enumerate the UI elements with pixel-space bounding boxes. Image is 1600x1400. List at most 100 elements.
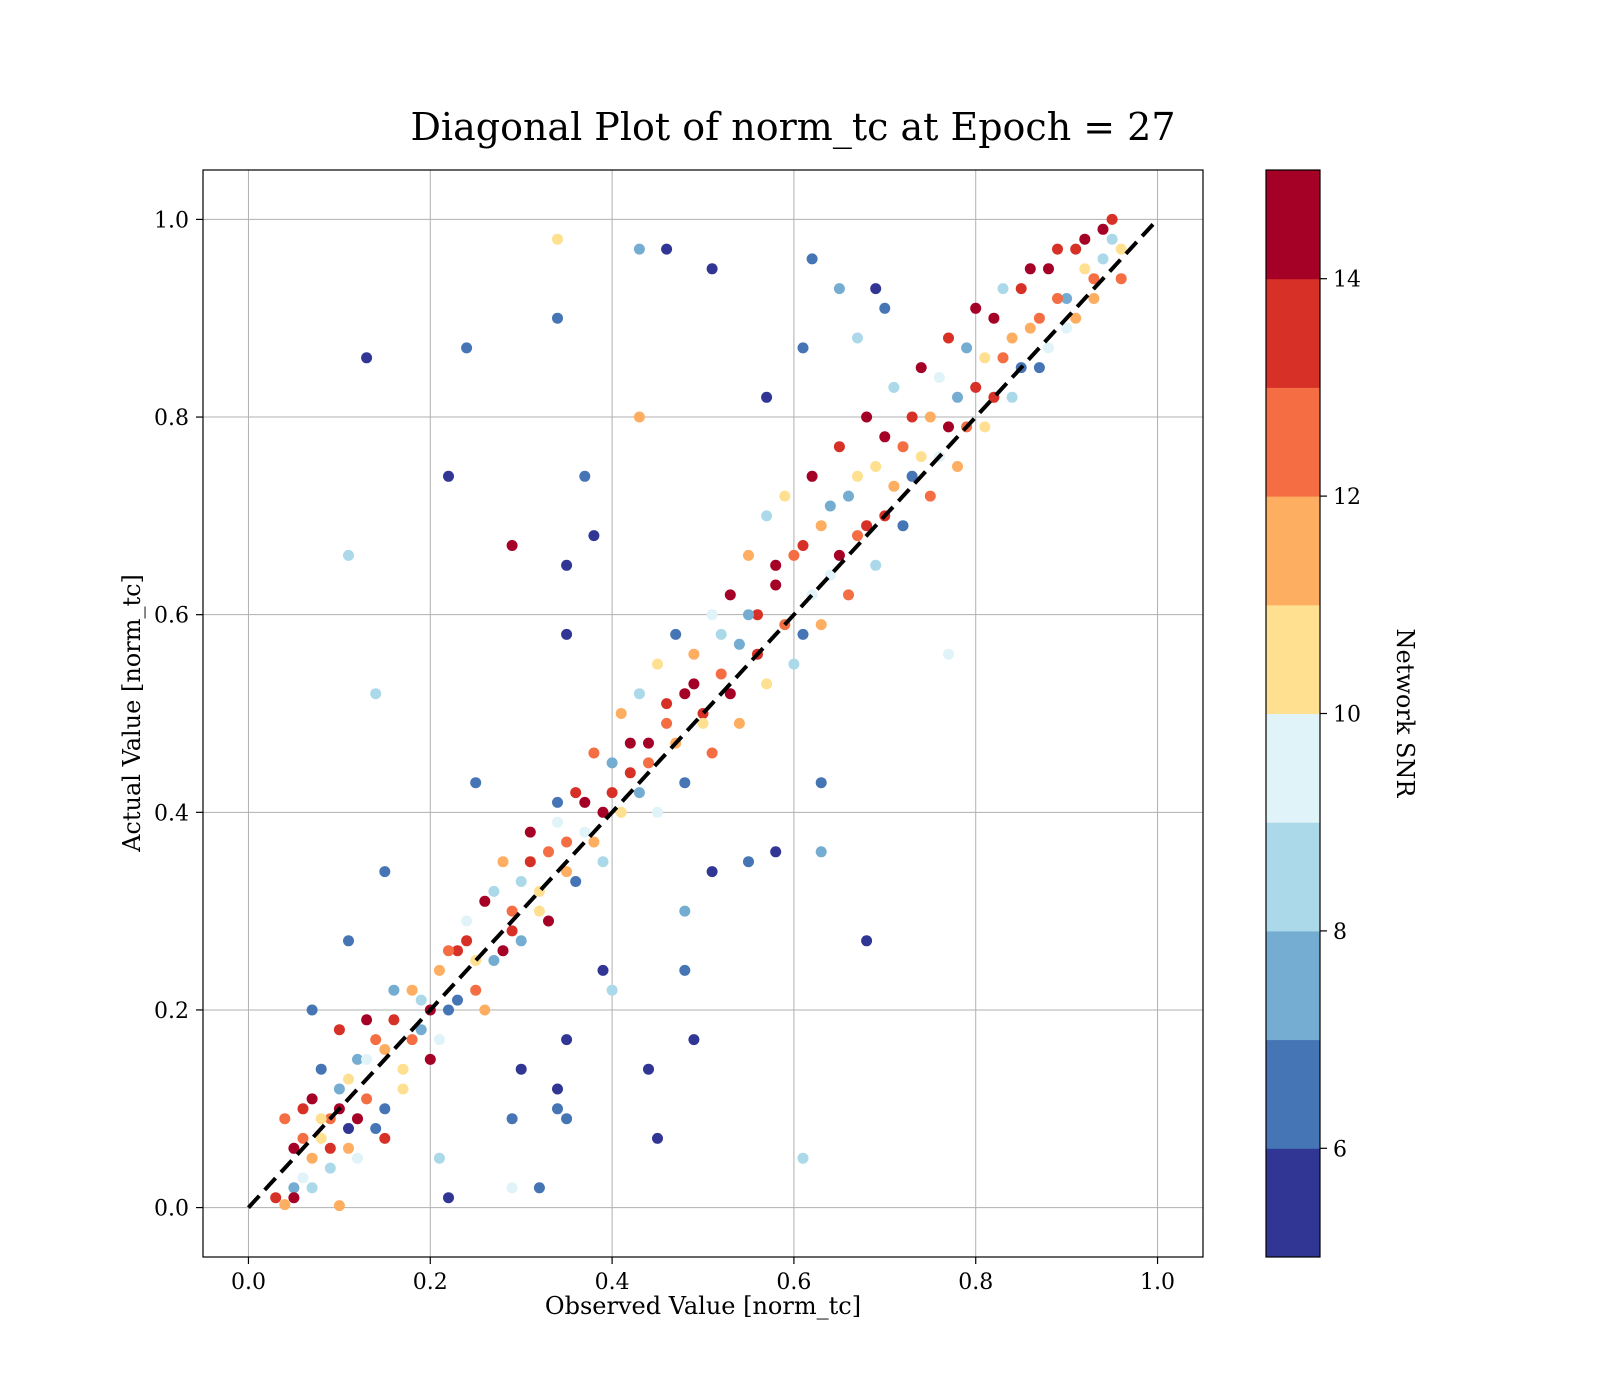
data-point — [379, 1044, 391, 1055]
colorbar-label: Network SNR — [1391, 629, 1419, 799]
colorbar-bin — [1266, 387, 1320, 497]
data-point — [679, 905, 691, 917]
data-point — [879, 431, 891, 443]
data-point — [488, 955, 500, 966]
data-point — [733, 717, 745, 729]
data-point — [1097, 253, 1109, 265]
data-point — [470, 984, 482, 996]
data-point — [906, 411, 918, 423]
data-point — [406, 1034, 418, 1046]
data-point — [433, 1152, 445, 1164]
data-point — [788, 658, 800, 670]
data-point — [506, 1182, 518, 1194]
data-point — [633, 787, 645, 799]
data-point — [743, 856, 754, 868]
data-point — [606, 984, 618, 996]
data-point — [633, 243, 645, 255]
data-point — [906, 470, 918, 482]
data-point — [479, 895, 491, 907]
colorbar-bin — [1266, 713, 1320, 823]
data-point — [752, 609, 763, 621]
data-point — [1006, 332, 1018, 344]
data-point — [552, 312, 563, 324]
data-point — [679, 688, 691, 700]
data-point — [433, 1034, 445, 1046]
data-point — [688, 648, 700, 660]
y-tick-label: 0.6 — [154, 604, 189, 629]
data-point — [933, 372, 945, 383]
data-point — [297, 1132, 309, 1144]
data-point — [970, 381, 982, 393]
colorbar-bin — [1266, 822, 1320, 932]
data-point — [1061, 293, 1073, 304]
data-point — [543, 846, 554, 858]
colorbar-bins — [1266, 170, 1320, 1258]
data-point — [615, 806, 627, 818]
data-point — [1070, 312, 1082, 324]
data-point — [797, 540, 809, 551]
data-point — [870, 283, 882, 295]
data-point — [643, 1063, 654, 1075]
data-point — [561, 836, 573, 848]
data-point — [661, 698, 673, 710]
data-point — [1079, 263, 1091, 275]
data-point — [597, 964, 609, 976]
data-point — [915, 451, 927, 463]
data-point — [1106, 233, 1118, 245]
data-point — [688, 1034, 700, 1046]
data-point — [306, 1093, 318, 1105]
data-point — [306, 1152, 318, 1164]
data-point — [943, 421, 954, 433]
x-tick-label: 0.8 — [958, 1270, 993, 1295]
data-point — [588, 836, 600, 848]
data-point — [606, 757, 618, 769]
colorbar-ticks: 6 8 10 12 14 — [1320, 268, 1361, 1162]
data-point — [652, 1132, 663, 1144]
x-tick-label: 0.0 — [231, 1270, 266, 1295]
data-point — [661, 717, 673, 729]
data-point — [615, 708, 627, 719]
data-point — [461, 915, 473, 927]
data-point — [815, 619, 827, 631]
data-point — [1079, 233, 1091, 245]
plot-area: 0.0 0.2 0.4 0.6 0.8 1.0 0.0 0.2 0.4 0.6 0.8 1.0 — [154, 169, 1204, 1295]
data-point — [1088, 293, 1100, 304]
data-point — [443, 945, 454, 957]
data-point — [324, 1142, 336, 1154]
data-point — [706, 263, 718, 275]
data-point — [506, 925, 518, 937]
x-tick-label: 0.6 — [776, 1270, 811, 1295]
data-point — [633, 411, 645, 423]
data-point — [633, 688, 645, 700]
data-point — [461, 935, 473, 947]
data-point — [788, 549, 800, 561]
data-point — [1052, 293, 1063, 304]
data-point — [943, 332, 954, 344]
data-point — [361, 352, 373, 364]
data-point — [924, 490, 936, 502]
colorbar-bin — [1266, 278, 1320, 388]
data-point — [743, 549, 754, 561]
colorbar-bin — [1266, 604, 1320, 714]
data-point — [588, 747, 600, 759]
data-point — [315, 1113, 327, 1125]
data-point — [624, 737, 636, 749]
data-point — [370, 1123, 382, 1134]
data-point — [306, 1182, 318, 1194]
data-point — [706, 747, 718, 759]
data-point — [861, 520, 873, 532]
data-point — [806, 470, 818, 482]
data-point — [897, 520, 909, 532]
data-point — [533, 905, 545, 917]
data-point — [370, 1034, 382, 1046]
data-point — [1024, 322, 1036, 334]
data-point — [761, 678, 773, 690]
colorbar-tick-label: 10 — [1333, 703, 1361, 728]
data-point — [979, 421, 991, 433]
data-point — [843, 589, 854, 601]
data-point — [288, 1182, 300, 1194]
data-point — [370, 688, 382, 700]
data-point — [388, 984, 400, 996]
data-point — [852, 332, 863, 344]
